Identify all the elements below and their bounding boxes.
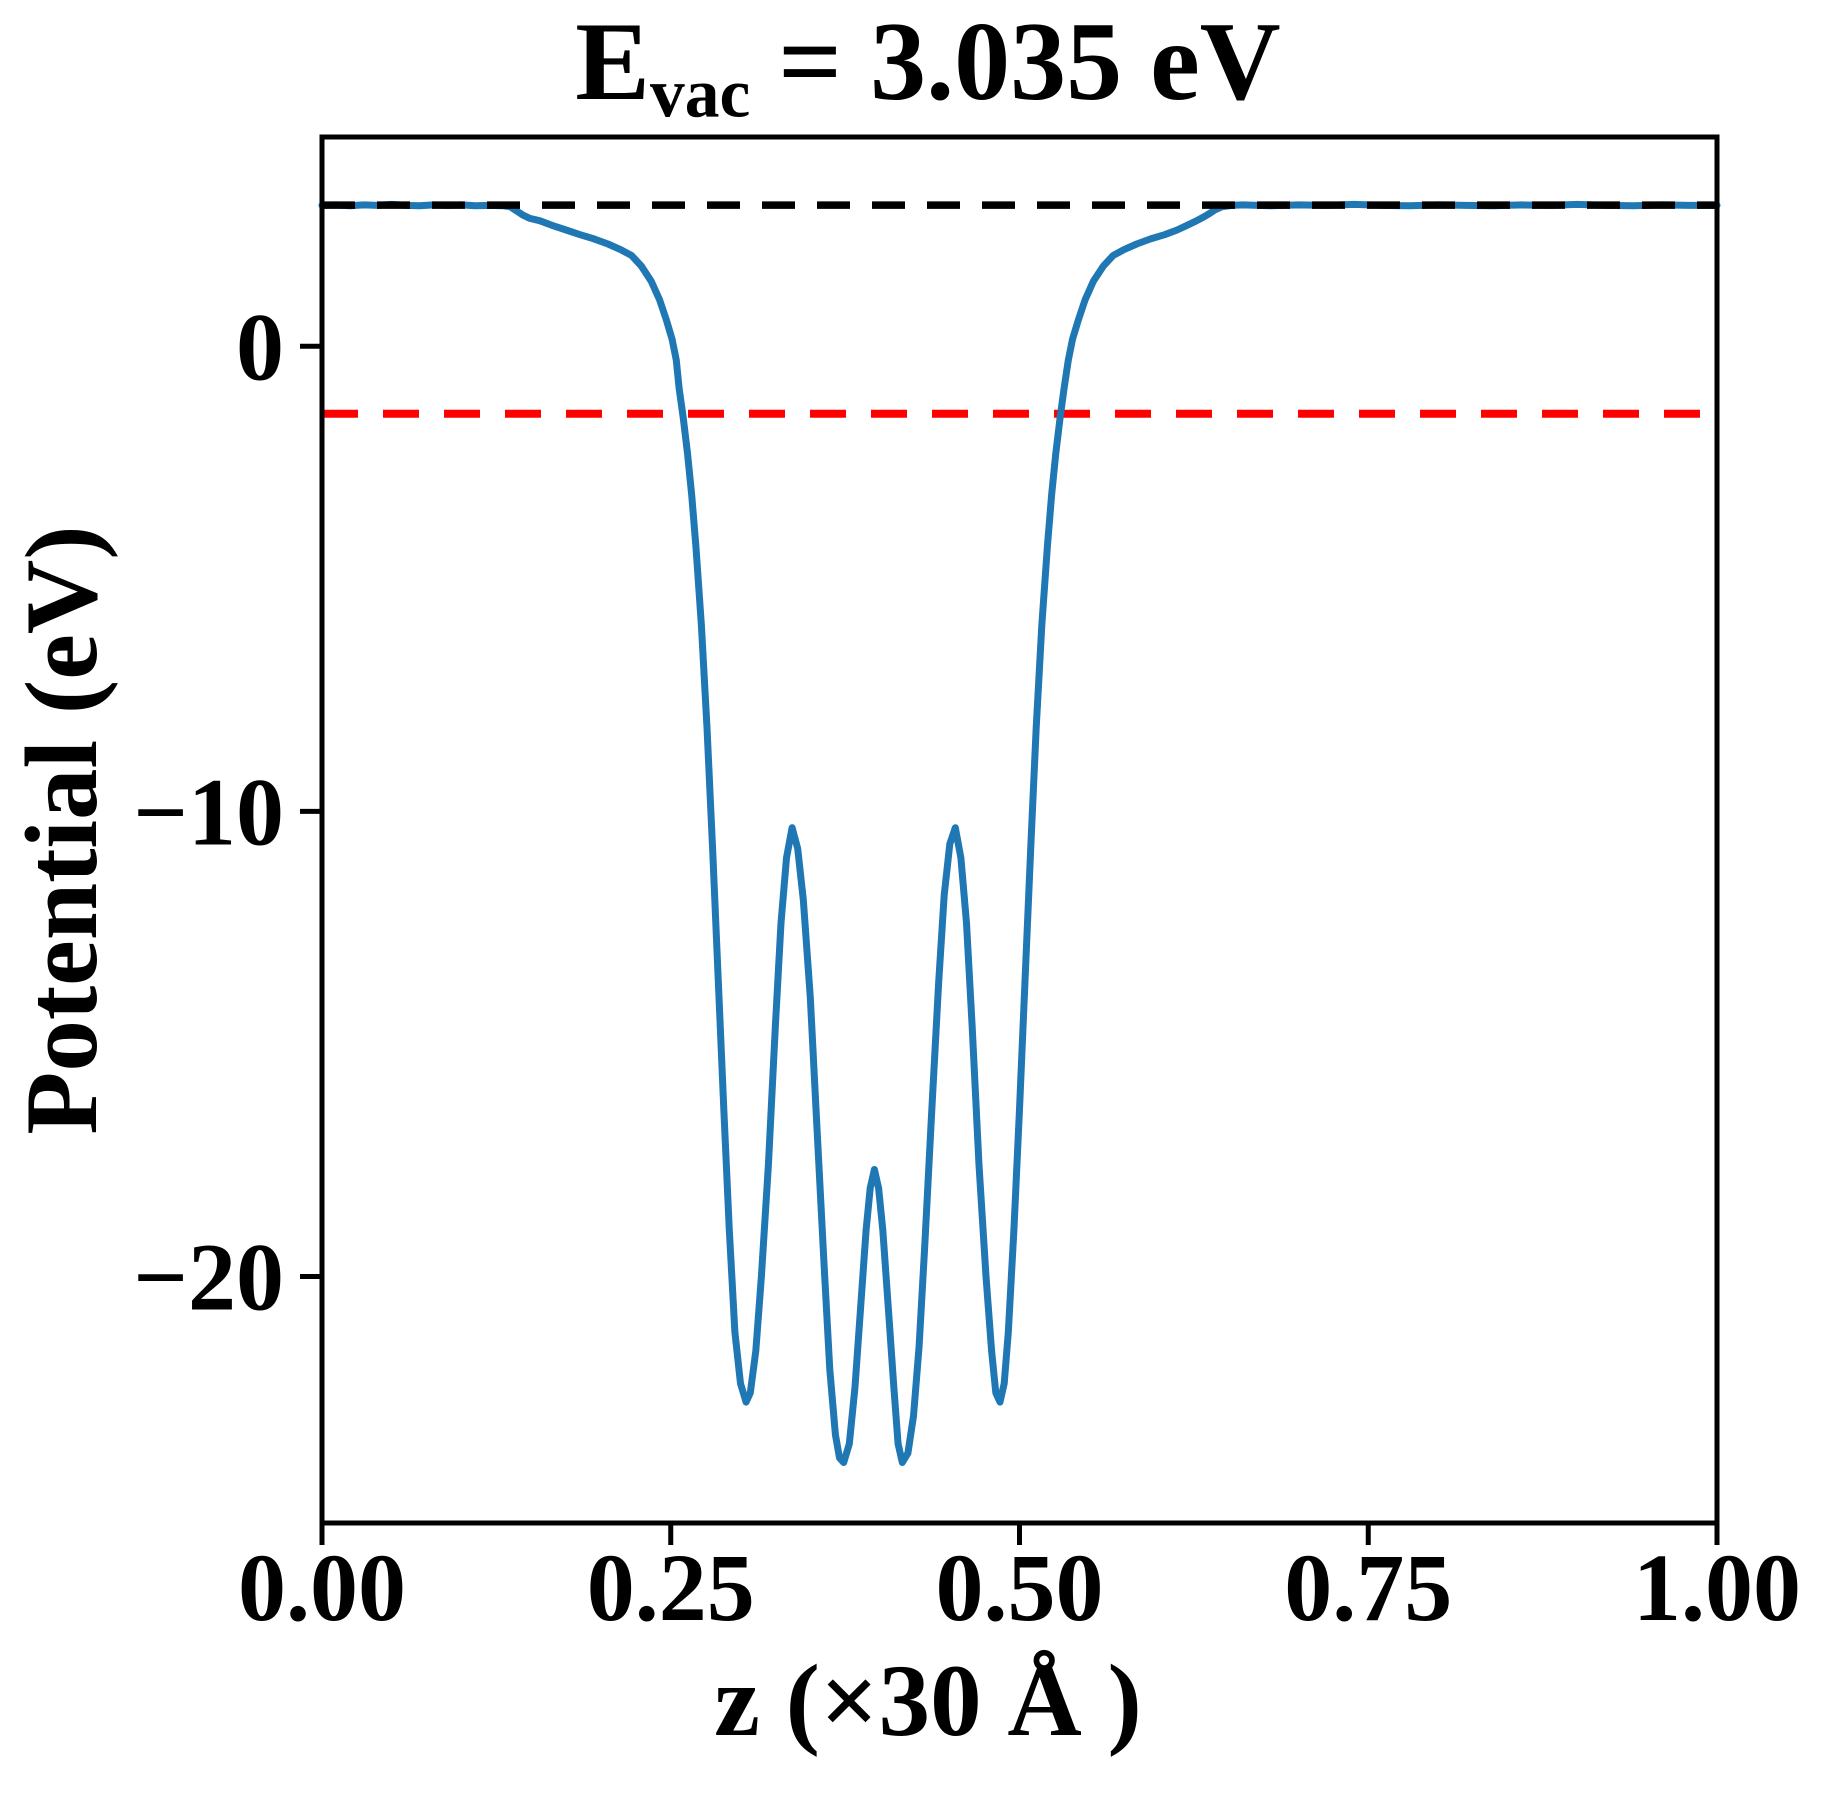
x-axis-label: z (×30 Å ) (714, 1644, 1142, 1758)
title-rest: = 3.035 eV (750, 0, 1281, 124)
y-tick-label: −10 (133, 758, 284, 865)
y-tick-label: −20 (133, 1223, 284, 1330)
x-tick-label: 0.75 (1284, 1534, 1452, 1641)
y-tick-label: 0 (236, 293, 284, 400)
title-subscript: vac (650, 55, 751, 133)
title-base: E (575, 0, 651, 124)
plot-frame (319, 134, 1720, 1526)
x-tick-label: 1.00 (1633, 1534, 1801, 1641)
chart-title: Evac = 3.035 eV (575, 6, 1280, 129)
x-tick-label: 0.25 (587, 1534, 755, 1641)
x-tick-label: 0.00 (238, 1534, 406, 1641)
potential-curve (318, 200, 1721, 1466)
x-tick-label: 0.50 (936, 1534, 1104, 1641)
y-axis-label: Potential (eV) (5, 525, 119, 1135)
